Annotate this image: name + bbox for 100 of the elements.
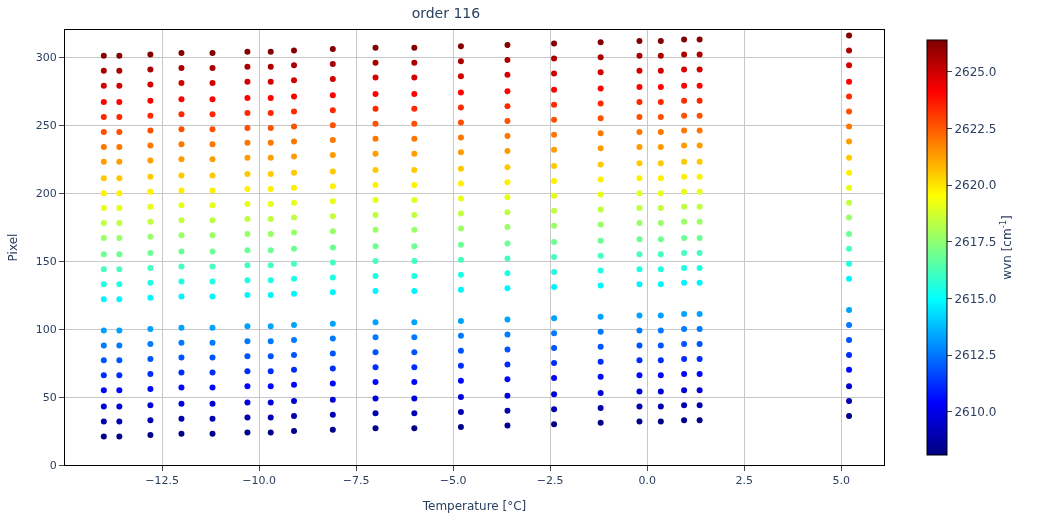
point [681,173,688,180]
point [411,150,418,157]
point [147,97,154,104]
point [116,67,123,74]
point [329,350,336,357]
point [411,120,418,127]
point [504,118,511,125]
point [551,254,558,261]
point [147,203,154,210]
point [209,415,216,422]
point [329,289,336,296]
point [100,403,107,410]
point [457,362,464,369]
point [504,209,511,216]
point [846,275,853,282]
point [636,143,643,150]
point [116,372,123,379]
point [657,418,664,425]
point [329,320,336,327]
point [551,268,558,275]
point [504,71,511,78]
point [504,179,511,186]
point [411,90,418,97]
point [551,146,558,153]
point [116,296,123,303]
point [457,43,464,50]
point [551,375,558,381]
point [178,111,185,118]
point [457,256,464,263]
point [681,66,688,73]
point [116,418,123,425]
point [329,183,336,190]
point [291,366,298,373]
point [291,108,298,115]
point [657,37,664,44]
point [209,126,216,133]
point [372,273,379,280]
point [551,406,558,413]
point [681,370,688,377]
point [178,263,185,270]
point [551,315,558,322]
point [457,271,464,278]
point [597,54,604,61]
point [147,51,154,58]
point [696,158,703,165]
point [100,114,107,120]
point [267,414,274,421]
point [457,180,464,187]
point [209,369,216,376]
point [681,264,688,271]
point [116,251,123,258]
y-tick-label: 50 [42,390,57,404]
point [696,173,703,180]
color-bar-label: 2620.0 [954,178,997,193]
point [597,373,604,380]
point [178,217,185,224]
point [267,139,274,146]
point [244,338,251,345]
point [457,104,464,111]
point [457,241,464,248]
x-tick-label: −2.5 [536,474,564,488]
point [846,199,853,206]
point [209,65,216,72]
point [147,402,154,409]
point [244,109,251,116]
point [846,336,853,343]
point [411,59,418,66]
point [504,392,511,399]
point [597,237,604,244]
point [147,279,154,286]
point [597,130,604,137]
point [291,413,298,420]
point [291,47,298,54]
point [209,324,216,331]
point [636,114,643,120]
y-tick-label: 300 [35,51,57,65]
point [209,202,216,209]
point [504,376,511,383]
point [457,317,464,324]
point [372,364,379,371]
point [267,323,274,330]
point [244,154,251,161]
point [372,258,379,265]
point [411,334,418,341]
point [846,245,853,252]
point [411,379,418,386]
point [457,286,464,293]
point [411,288,418,294]
point [244,186,251,193]
point [696,218,703,225]
point [291,260,298,267]
point [657,372,664,379]
point [597,221,604,228]
point [457,73,464,80]
point [372,379,379,386]
point [597,282,604,289]
point [329,168,336,175]
point [504,56,511,63]
point [657,160,664,167]
point [329,75,336,82]
